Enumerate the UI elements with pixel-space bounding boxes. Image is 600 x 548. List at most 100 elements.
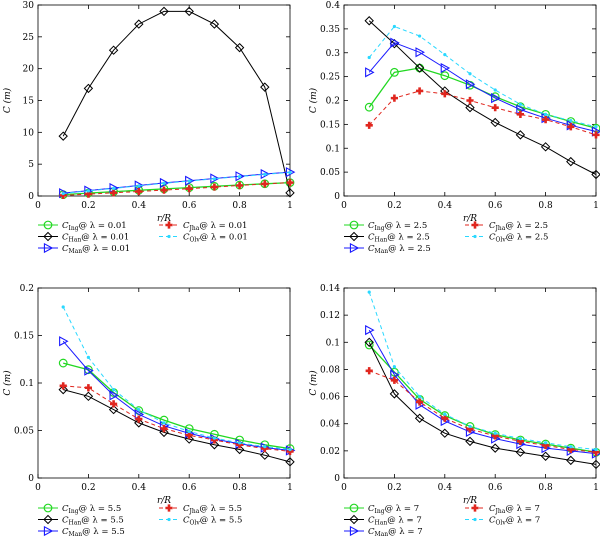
y-tick-label: 0.3 <box>326 49 341 59</box>
data-point-olv <box>443 412 447 416</box>
y-tick-label: 0.05 <box>320 168 340 178</box>
data-point-olv <box>288 170 292 175</box>
x-tick-label: 0.2 <box>387 201 401 211</box>
data-point-olv <box>187 429 191 434</box>
data-point-ing <box>364 102 374 112</box>
x-tick-label: 0.8 <box>232 201 247 211</box>
series-line-ing <box>368 67 597 129</box>
data-point-jha <box>491 432 499 440</box>
data-point-man <box>285 167 296 178</box>
data-point-olv <box>443 53 447 57</box>
data-point-han <box>591 459 600 470</box>
data-point-han <box>159 6 169 17</box>
series-jha <box>59 179 294 199</box>
series-line-jha <box>63 182 291 196</box>
series-line-man <box>62 340 291 451</box>
series-han <box>364 337 600 470</box>
data-point-jha <box>592 448 600 456</box>
data-point-han <box>440 428 450 438</box>
y-axis-label: C (m) <box>2 370 13 396</box>
y-tick-label: 30 <box>23 1 35 11</box>
data-point-olv <box>61 305 65 309</box>
data-point-han <box>83 83 94 94</box>
data-point-jha <box>516 110 524 118</box>
series-line-ing <box>368 344 597 453</box>
x-tick-label: 0.4 <box>438 483 453 493</box>
data-point-olv <box>288 447 292 452</box>
data-point-man <box>109 390 119 401</box>
data-point-man <box>440 62 451 74</box>
data-point-han <box>566 455 576 466</box>
legend-marker-man <box>349 242 360 254</box>
y-tick-label: 0.12 <box>320 311 340 321</box>
series-han <box>58 384 295 467</box>
legend-label-jha: CJha@ λ = 7 <box>489 504 540 515</box>
data-point-olv <box>212 436 216 440</box>
data-point-jha <box>416 398 424 406</box>
y-tick-label: 0.2 <box>326 97 340 107</box>
y-tick-label: 0.1 <box>20 379 34 389</box>
data-point-olv <box>263 172 267 176</box>
y-tick-label: 0 <box>28 474 34 484</box>
y-tick-label: 0.1 <box>326 338 340 348</box>
data-point-ing <box>390 67 399 77</box>
data-point-olv <box>162 181 166 185</box>
legend-label-olv: COlv@ λ = 5.5 <box>183 516 242 527</box>
data-point-han <box>465 436 475 447</box>
legend-marker-man <box>43 525 54 537</box>
data-point-olv <box>238 174 242 179</box>
x-tick-label: 0.2 <box>81 201 95 211</box>
data-point-jha <box>135 187 143 196</box>
legend-marker-jha <box>165 504 173 512</box>
data-point-jha <box>59 191 67 199</box>
series-olv <box>367 24 598 129</box>
data-point-olv <box>544 112 548 116</box>
series-man <box>365 324 600 459</box>
data-point-man <box>365 324 375 336</box>
series-line-han <box>63 389 291 463</box>
y-tick-label: 5 <box>28 160 34 170</box>
legend-label-ing: CIng@ λ = 7 <box>368 504 419 515</box>
legend-marker-han <box>349 514 359 525</box>
legend-label-han: CHan@ λ = 7 <box>368 516 422 527</box>
data-point-jha <box>441 414 449 422</box>
data-point-han <box>414 413 425 423</box>
data-point-olv <box>493 88 497 92</box>
chart-panel-2: 0 0.2 0.4 0.6 0.8 1 0 0.05 0.1 0.15 0.2 0.25 0.3 0.35… <box>308 1 600 255</box>
data-point-han <box>58 131 68 141</box>
x-tick-label: 0 <box>341 201 347 211</box>
legend-label-ing: CIng@ λ = 2.5 <box>368 221 427 232</box>
data-point-han <box>364 16 374 26</box>
y-tick-label: 0.02 <box>320 447 340 457</box>
legend-label-han: CHan@ λ = 0.01 <box>62 233 129 244</box>
x-axis-label: r/R <box>463 214 477 224</box>
data-point-han <box>260 450 270 460</box>
data-point-han <box>108 45 119 55</box>
y-tick-label: 0.15 <box>320 120 340 130</box>
series-han <box>364 16 600 180</box>
data-point-man <box>365 67 375 78</box>
legend-marker-olv <box>167 517 171 522</box>
y-tick-label: 0 <box>28 192 34 202</box>
series-jha <box>59 382 294 455</box>
legend-marker-han <box>43 514 53 525</box>
y-tick-label: 0.4 <box>326 1 341 11</box>
y-axis-label: C (m) <box>2 87 13 113</box>
legend-marker-olv <box>167 234 171 239</box>
data-point-olv <box>86 189 90 193</box>
data-point-jha <box>567 445 575 454</box>
x-tick-label: 0.8 <box>538 483 553 493</box>
x-axis-label: r/R <box>463 496 477 506</box>
data-point-olv <box>392 365 396 369</box>
series-olv <box>61 170 292 196</box>
data-point-ing <box>364 340 374 350</box>
series-ing <box>364 63 600 133</box>
x-tick-label: 0 <box>341 483 347 493</box>
series-line-ing <box>63 362 291 450</box>
x-tick-label: 0.6 <box>488 483 503 493</box>
data-point-han <box>540 451 551 461</box>
data-point-han <box>285 457 295 467</box>
